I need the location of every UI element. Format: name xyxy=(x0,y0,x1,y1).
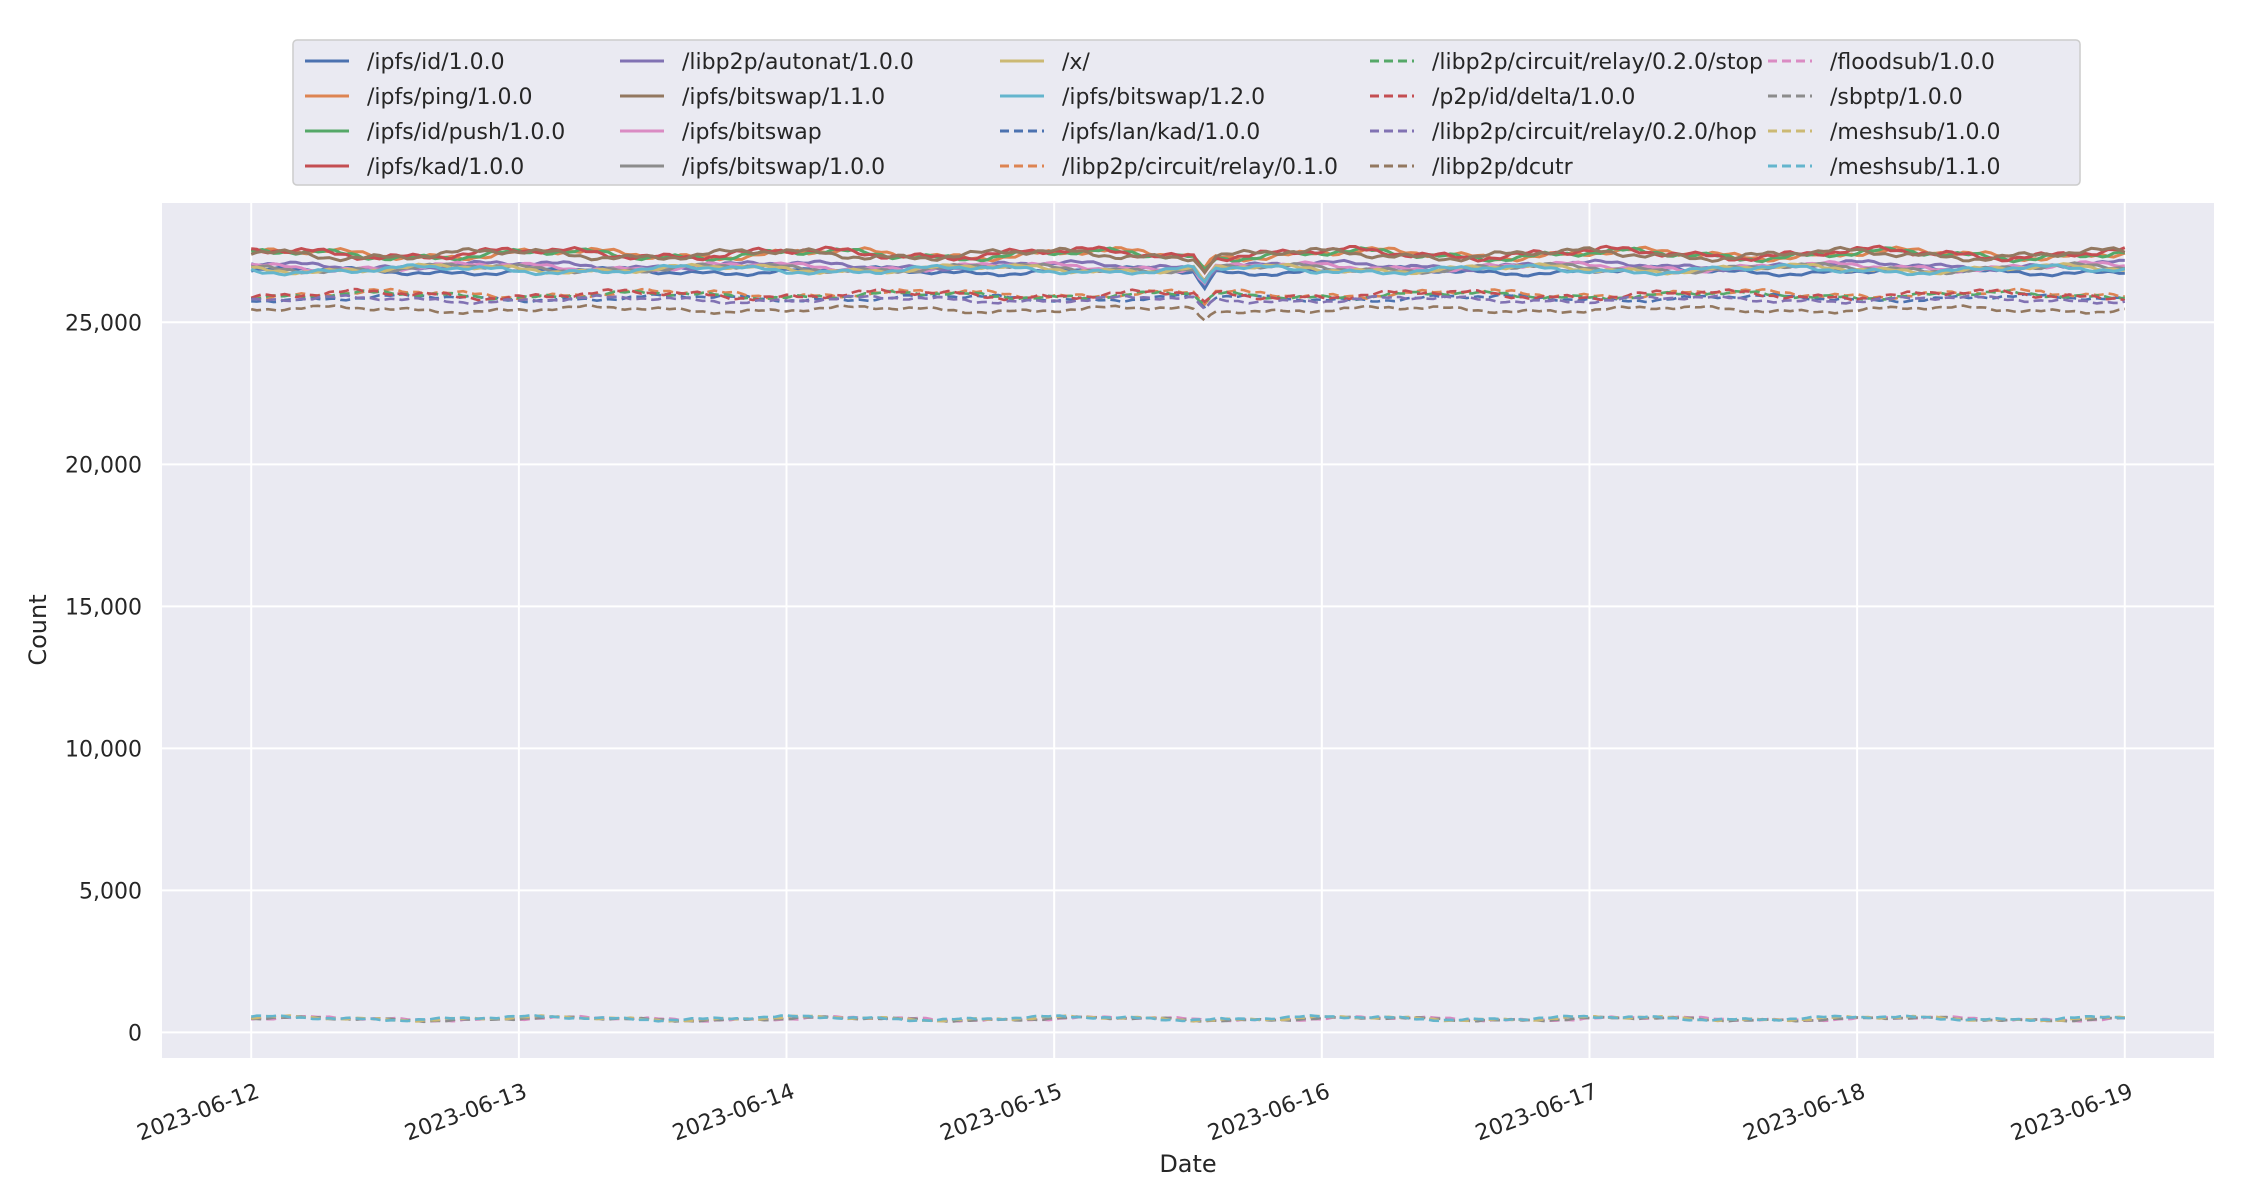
legend-entry-label: /ipfs/id/push/1.0.0 xyxy=(367,120,565,145)
legend-entry-label: /libp2p/dcutr xyxy=(1432,155,1574,180)
x-tick-label: 2023-06-16 xyxy=(1205,1079,1334,1146)
series-line xyxy=(250,245,2126,275)
legend-entry-label: /floodsub/1.0.0 xyxy=(1830,50,1995,75)
legend-entry-label: /libp2p/circuit/relay/0.2.0/stop xyxy=(1432,50,1763,75)
legend-entry-label: /meshsub/1.1.0 xyxy=(1830,155,2001,180)
series-line xyxy=(250,287,2126,304)
y-tick-label: 5,000 xyxy=(79,879,142,904)
y-tick-label: 20,000 xyxy=(65,453,142,478)
x-axis-ticks: 2023-06-12 2023-06-13 2023-06-14 2023-06-15… xyxy=(134,1079,2136,1146)
x-tick-label: 2023-06-12 xyxy=(134,1079,263,1146)
series-lines xyxy=(250,244,2126,1024)
legend-entry-label: /ipfs/ping/1.0.0 xyxy=(367,85,532,110)
legend-entry-label: /ipfs/kad/1.0.0 xyxy=(367,155,524,180)
legend-entry-label: /sbptp/1.0.0 xyxy=(1830,85,1963,110)
x-tick-label: 2023-06-13 xyxy=(402,1079,531,1146)
legend-entry-label: /p2p/id/delta/1.0.0 xyxy=(1432,85,1635,110)
legend-entry-label: /meshsub/1.0.0 xyxy=(1830,120,2001,145)
legend-entry-label: /ipfs/lan/kad/1.0.0 xyxy=(1062,120,1260,145)
y-tick-label: 15,000 xyxy=(65,595,142,620)
x-tick-label: 2023-06-14 xyxy=(669,1079,798,1146)
series-line xyxy=(251,293,2126,311)
series-line xyxy=(250,263,2126,285)
plot-background xyxy=(162,203,2214,1058)
legend-entry-label: /libp2p/circuit/relay/0.1.0 xyxy=(1062,155,1338,180)
y-tick-label: 25,000 xyxy=(65,311,142,336)
y-tick-label: 10,000 xyxy=(65,737,142,762)
legend-entry-label: /ipfs/bitswap/1.1.0 xyxy=(682,85,885,110)
y-tick-label: 0 xyxy=(128,1021,142,1046)
legend-entry-label: /libp2p/autonat/1.0.0 xyxy=(682,50,914,75)
series-line xyxy=(250,304,2125,323)
legend-frame xyxy=(292,39,2081,186)
x-tick-label: 2023-06-18 xyxy=(1740,1079,1869,1146)
legend-entry-label: /ipfs/id/1.0.0 xyxy=(367,50,505,75)
legend-entry-label: /ipfs/bitswap/1.0.0 xyxy=(682,155,885,180)
legend: /ipfs/id/1.0.0/ipfs/ping/1.0.0/ipfs/id/p… xyxy=(292,39,2081,186)
legend-entry-label: /ipfs/bitswap xyxy=(682,120,822,145)
x-tick-label: 2023-06-15 xyxy=(937,1079,1066,1146)
series-line xyxy=(251,1015,2125,1024)
legend-entry-label: /libp2p/circuit/relay/0.2.0/hop xyxy=(1432,120,1757,145)
legend-entry-label: /ipfs/bitswap/1.2.0 xyxy=(1062,85,1265,110)
y-axis-ticks: 0 5,000 10,000 15,000 20,000 25,000 xyxy=(65,311,142,1046)
x-tick-label: 2023-06-19 xyxy=(2008,1079,2137,1146)
legend-entry-label: /x/ xyxy=(1062,50,1090,75)
x-tick-label: 2023-06-17 xyxy=(1472,1079,1601,1146)
y-axis-label: Count xyxy=(24,594,52,665)
x-axis-label: Date xyxy=(1159,1150,1216,1178)
grid-lines xyxy=(162,203,2214,1058)
